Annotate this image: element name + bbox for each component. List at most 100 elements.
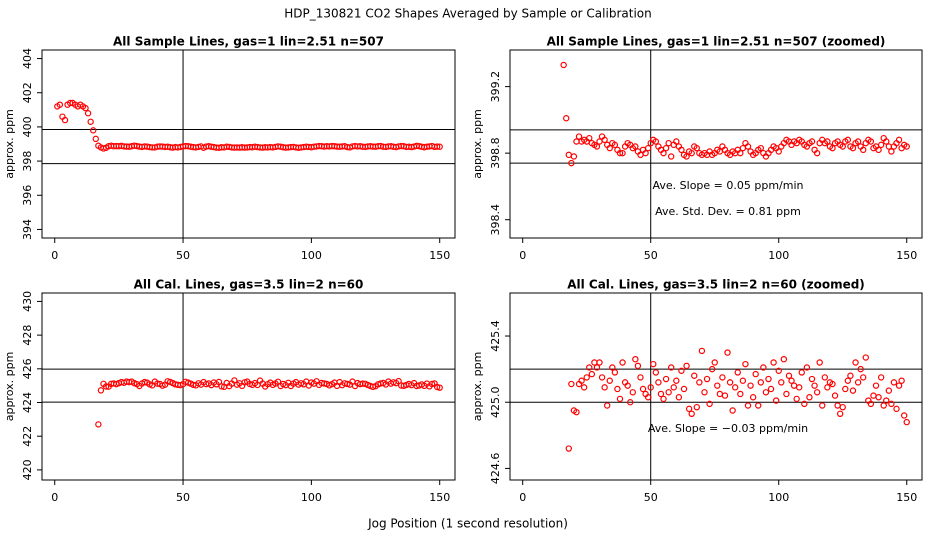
point xyxy=(680,385,688,393)
point xyxy=(860,374,867,381)
point xyxy=(849,387,857,394)
x-tick-label: 100 xyxy=(768,249,789,262)
y-tick-label: 399.2 xyxy=(489,71,502,103)
point xyxy=(563,115,570,122)
point xyxy=(652,138,660,145)
point xyxy=(708,365,716,373)
point xyxy=(813,389,821,396)
x-tick-label: 0 xyxy=(51,491,58,504)
point xyxy=(742,360,749,368)
point xyxy=(844,136,852,144)
annotation: Ave. Slope = 0.05 ppm/min xyxy=(653,179,804,192)
point xyxy=(847,372,854,379)
y-tick-label: 398 xyxy=(21,151,34,172)
point xyxy=(647,384,654,391)
point xyxy=(619,359,626,366)
point xyxy=(816,359,823,366)
point xyxy=(56,101,64,108)
point xyxy=(596,138,603,145)
point xyxy=(688,410,695,418)
point xyxy=(780,355,788,363)
point xyxy=(629,389,636,396)
point xyxy=(644,144,652,152)
point xyxy=(154,380,161,387)
point xyxy=(829,144,836,152)
point xyxy=(650,360,657,368)
point xyxy=(785,372,793,379)
point xyxy=(752,370,759,378)
point xyxy=(90,127,97,134)
point xyxy=(778,379,785,386)
point xyxy=(775,148,782,155)
point xyxy=(573,138,580,145)
point xyxy=(565,445,572,452)
point xyxy=(603,402,611,409)
point xyxy=(803,364,811,371)
point xyxy=(82,104,89,112)
y-tick-label: 398.8 xyxy=(489,137,502,169)
point xyxy=(95,421,102,428)
x-tick-label: 50 xyxy=(176,249,190,262)
point xyxy=(862,354,869,361)
point xyxy=(660,149,667,157)
point xyxy=(606,144,613,152)
point xyxy=(744,143,752,150)
point xyxy=(344,380,351,388)
point xyxy=(890,379,898,386)
point xyxy=(739,144,747,152)
point xyxy=(813,149,821,157)
point xyxy=(673,377,680,384)
point xyxy=(796,384,803,391)
point xyxy=(632,355,639,363)
point xyxy=(716,390,724,398)
point xyxy=(895,136,903,144)
point xyxy=(900,412,908,419)
plot-frame xyxy=(509,49,923,239)
point xyxy=(100,145,107,152)
point xyxy=(829,380,836,388)
y-tick-label: 430 xyxy=(21,291,34,312)
point xyxy=(606,377,613,384)
point xyxy=(711,359,718,366)
point xyxy=(662,144,670,152)
point xyxy=(839,143,846,150)
plot-frame xyxy=(41,49,456,239)
x-tick-label: 150 xyxy=(896,491,917,504)
x-tick-label: 100 xyxy=(301,249,322,262)
point xyxy=(729,407,736,414)
point xyxy=(675,394,683,401)
x-tick-label: 100 xyxy=(768,491,789,504)
point xyxy=(560,61,567,69)
point xyxy=(573,408,580,416)
point xyxy=(757,379,765,386)
point xyxy=(872,382,880,389)
plot-frame xyxy=(509,292,923,481)
point xyxy=(885,143,893,150)
point xyxy=(755,402,762,409)
point xyxy=(772,397,780,404)
point xyxy=(616,149,624,157)
point xyxy=(218,383,225,390)
point xyxy=(867,400,875,408)
point xyxy=(616,395,624,403)
point xyxy=(885,387,893,394)
point xyxy=(568,159,575,167)
point xyxy=(788,377,795,384)
point xyxy=(767,385,775,393)
y-axis-label: approx. ppm xyxy=(471,109,484,179)
annotation: Ave. Std. Dev. = 0.81 ppm xyxy=(655,205,801,218)
point xyxy=(696,379,703,386)
point xyxy=(749,394,757,401)
point xyxy=(611,369,619,376)
point xyxy=(433,383,441,391)
point xyxy=(667,364,675,371)
x-tick-label: 150 xyxy=(896,249,917,262)
point xyxy=(665,139,672,147)
point xyxy=(637,374,644,381)
point xyxy=(609,364,616,371)
x-tick-label: 0 xyxy=(51,249,58,262)
point xyxy=(611,141,619,149)
x-tick-label: 0 xyxy=(519,249,526,262)
y-tick-label: 424 xyxy=(21,392,34,413)
panel-title: All Cal. Lines, gas=3.5 lin=2 n=60 xyxy=(134,278,364,292)
